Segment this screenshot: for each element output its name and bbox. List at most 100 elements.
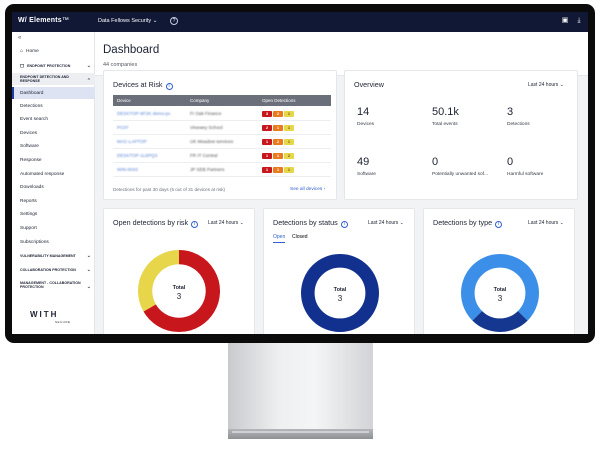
overview-card: Overview Last 24 hours ⌄ 14 Devices 50.1… [344, 70, 578, 200]
device-link[interactable]: PC07 [117, 125, 129, 130]
donut-slice-type-b[interactable] [472, 310, 528, 332]
donut-center-label: Total [334, 287, 347, 293]
detection-count-badge: 3 [262, 110, 272, 117]
sidebar-group-endpoint-protection[interactable]: ◻ Endpoint protection ⌄ [12, 62, 95, 70]
donut-center-value: 3 [338, 294, 343, 303]
column-header-company[interactable]: Company [190, 98, 210, 103]
donut-slice-type-a[interactable] [461, 254, 539, 321]
device-link[interactable]: DESKTOP-1L8PQ3 [117, 153, 158, 158]
info-icon[interactable]: i [191, 220, 199, 228]
table-footnote: Detections for past 30 days (5 out of 31… [113, 187, 226, 192]
stat-pua-value: 0 [432, 156, 439, 168]
status-range-select[interactable]: Last 24 hours ⌄ [368, 220, 404, 226]
info-icon[interactable]: i [495, 220, 503, 228]
sidebar-group-edr[interactable]: Endpoint detection and response ⌃ [12, 73, 95, 85]
see-all-devices-link[interactable]: See all devices › [290, 187, 325, 192]
card-title: Overview [354, 80, 384, 89]
sidebar-item-devices[interactable]: Devices [20, 131, 38, 136]
type-range-select[interactable]: Last 24 hours ⌄ [528, 220, 564, 226]
sidebar-item-detections[interactable]: Detections [20, 104, 43, 109]
stat-events-value: 50.1k [432, 106, 459, 118]
donut-slice-open[interactable] [300, 253, 380, 333]
notifications-icon[interactable]: ▣ [561, 17, 569, 24]
overview-range-select[interactable]: Last 24 hours ⌄ [528, 82, 564, 88]
chevron-right-icon: › [323, 187, 326, 192]
card-title-text: Devices at Risk [113, 80, 163, 89]
column-header-open-detections[interactable]: Open Detections [262, 98, 296, 103]
donut-center-label: Total [494, 287, 507, 293]
table-row[interactable]: DESKTOP-1L8PQ3 FR IT Central 1 1 2 [113, 149, 331, 163]
devices-at-risk-card: Devices at Risk i Device Company Open Det… [103, 70, 337, 200]
detection-count-badge: 1 [262, 166, 272, 173]
detection-count-badge: 1 [284, 138, 294, 145]
device-link[interactable]: DESKTOP-8F2K demo-pc [117, 111, 171, 116]
table-row[interactable]: DESKTOP-8F2K demo-pc FI Oak Finance 3 2 1 [113, 107, 331, 121]
collapse-sidebar-icon[interactable]: « [18, 35, 22, 41]
device-link[interactable]: WIN-0043 [117, 167, 138, 172]
chevron-up-icon: ⌃ [86, 77, 91, 84]
sidebar-group-label: Collaboration protection [20, 267, 76, 272]
card-title: Open detections by risk i [113, 218, 199, 228]
sidebar-item-event-search[interactable]: Event search [20, 117, 48, 122]
column-header-device[interactable]: Device [117, 98, 131, 103]
detection-count-badge: 1 [273, 152, 283, 159]
type-card: Detections by type i Last 24 hours ⌄ Tota… [423, 208, 575, 334]
info-icon[interactable]: i [340, 220, 348, 228]
org-selector[interactable]: Data Fellows Security ⌄ [98, 18, 158, 24]
page-header: Dashboard 44 companies [95, 32, 588, 76]
sidebar-item-automated-response[interactable]: Automated response [20, 172, 65, 177]
card-title: Detections by type i [433, 218, 503, 228]
sidebar-item-subscriptions[interactable]: Subscriptions [20, 240, 49, 245]
sidebar-group-vulnerability[interactable]: Vulnerability management ⌄ [12, 252, 95, 264]
stat-harmful-label: Harmful software [507, 172, 544, 177]
help-icon[interactable]: ? [170, 17, 178, 25]
sidebar-group-management-collaboration[interactable]: Management - collaboration protection ⌄ [12, 280, 95, 296]
detection-count-badge: 2 [273, 138, 283, 145]
detection-count-badge: 2 [262, 124, 272, 131]
table-row[interactable]: WIN-0043 JP SEB Partners 1 1 1 [113, 163, 331, 177]
table-row[interactable]: MAC-LAPTOP UK Meadow services 1 2 1 [113, 135, 331, 149]
monitor-stand-edge [232, 431, 369, 433]
company-cell: JP SEB Partners [190, 167, 225, 172]
sidebar-item-response[interactable]: Response [20, 158, 42, 163]
sidebar-item-home[interactable]: ⌂ Home [12, 46, 95, 56]
tab-open[interactable]: Open [273, 234, 286, 243]
tab-closed[interactable]: Closed [292, 234, 308, 240]
sidebar-group-collaboration[interactable]: Collaboration protection ⌄ [12, 266, 95, 278]
table-row[interactable]: PC07 Vinewey School 2 1 1 [113, 121, 331, 135]
download-icon[interactable]: ⤓ [577, 17, 581, 24]
stat-devices-value: 14 [357, 106, 370, 118]
info-icon[interactable]: i [165, 82, 173, 90]
top-bar: W/ Elements™ Data Fellows Security ⌄ ? ▣… [12, 12, 588, 32]
table-header: Device Company Open Detections [113, 95, 331, 106]
sidebar-item-dashboard[interactable]: Dashboard [12, 87, 95, 99]
company-cell: Vinewey School [190, 125, 223, 130]
stat-events-label: Total events [432, 122, 458, 127]
sidebar-item-downloads[interactable]: Downloads [20, 185, 44, 190]
donut-slice-high[interactable] [138, 250, 180, 312]
device-link[interactable]: MAC-LAPTOP [117, 139, 147, 144]
brand-sub: SECURE [55, 320, 71, 324]
detection-count-badge: 1 [262, 138, 272, 145]
sidebar-item-reports[interactable]: Reports [20, 199, 37, 204]
chevron-down-icon: ⌄ [86, 63, 91, 69]
sidebar-item-support[interactable]: Support [20, 226, 37, 231]
card-title: Detections by status i [273, 218, 348, 228]
sidebar-item-software[interactable]: Software [20, 144, 39, 149]
sidebar-item-settings[interactable]: Settings [20, 212, 38, 217]
donut-slice-severe[interactable] [143, 250, 220, 332]
risk-range-select[interactable]: Last 24 hours ⌄ [208, 220, 244, 226]
stat-detections-value[interactable]: 3 [507, 106, 514, 118]
app-logo[interactable]: W/ Elements™ [18, 17, 69, 24]
logo-text: W/ Elements [18, 17, 62, 24]
brand-logo: WITH [30, 310, 59, 319]
stat-software-label: Software [357, 172, 376, 177]
chevron-down-icon: ⌄ [86, 266, 91, 273]
stat-harmful-value: 0 [507, 156, 514, 168]
sidebar-group-label: Endpoint detection and response [20, 74, 69, 83]
detection-count-badge: 1 [284, 166, 294, 173]
stat-pua-label: Potentially unwanted sof... [432, 172, 488, 177]
